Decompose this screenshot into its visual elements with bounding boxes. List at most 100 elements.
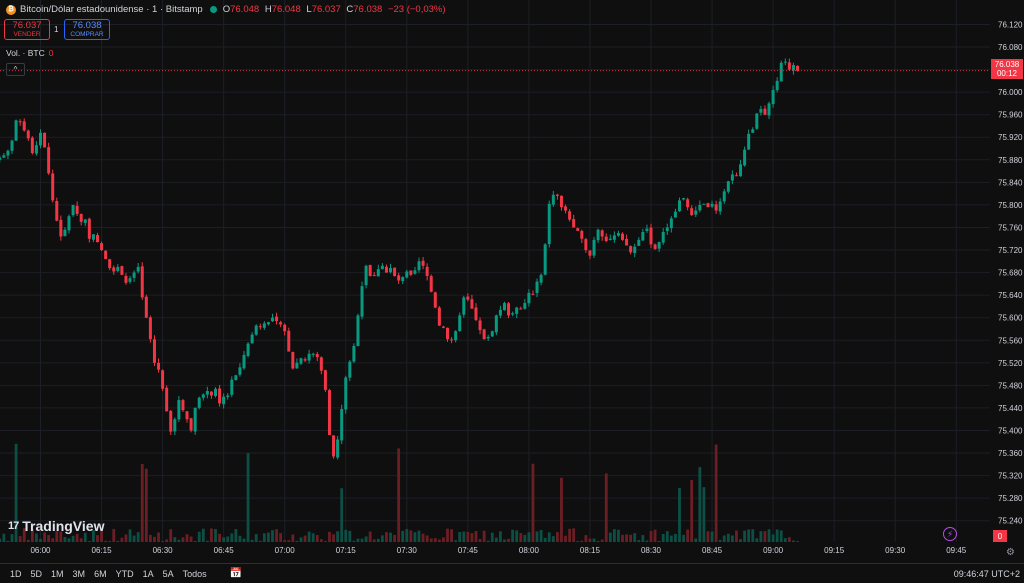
- volume-bar: [287, 540, 291, 542]
- candle-body: [201, 394, 205, 398]
- candle-body: [140, 266, 144, 298]
- price-change: −23 (−0,03%): [387, 4, 446, 15]
- volume-bar: [494, 537, 498, 542]
- time-tick-label: 09:15: [824, 546, 845, 555]
- volume-bar: [116, 540, 120, 542]
- volume-bar: [51, 538, 55, 542]
- volume-bar: [258, 540, 262, 542]
- volume-bar: [409, 530, 413, 542]
- time-tick-label: 06:00: [30, 546, 51, 555]
- symbol-title[interactable]: Bitcoin/Dólar estadounidense · 1 · Bitst…: [20, 4, 203, 15]
- candle-body: [287, 330, 291, 352]
- buy-button[interactable]: 76.038 COMPRAR: [64, 19, 110, 40]
- volume-legend[interactable]: Vol. · BTC 0: [6, 48, 53, 58]
- volume-bar: [210, 528, 213, 542]
- candle-body: [767, 103, 771, 116]
- volume-bar: [279, 533, 283, 542]
- volume-bar: [360, 538, 364, 542]
- range-6m[interactable]: 6M: [94, 568, 107, 579]
- candle-body: [120, 266, 124, 275]
- candle-body: [486, 336, 490, 339]
- volume-bar: [144, 468, 148, 542]
- price-tick-label: 75.840: [998, 178, 1023, 187]
- candle-body: [730, 174, 734, 181]
- market-status-dot-icon[interactable]: [209, 6, 217, 13]
- volume-bar: [592, 538, 596, 542]
- price-tick-label: 75.240: [998, 517, 1023, 526]
- candle-body: [661, 231, 665, 243]
- volume-bar: [380, 535, 384, 542]
- range-3m[interactable]: 3M: [72, 568, 86, 579]
- range-5d[interactable]: 5D: [30, 568, 43, 579]
- timezone-clock[interactable]: 09:46:47 UTC+2: [953, 569, 1020, 579]
- volume-bar: [18, 536, 22, 542]
- range-ytd[interactable]: YTD: [115, 568, 134, 579]
- ohlc-low-value: 76.037: [311, 4, 341, 15]
- volume-bar: [201, 528, 205, 542]
- candle-body: [283, 324, 287, 332]
- candle-body: [478, 320, 482, 331]
- calendar-icon[interactable]: 📅: [229, 568, 243, 579]
- volume-bar: [718, 539, 722, 542]
- ohlc-open-key: O: [222, 4, 231, 15]
- tradingview-logo[interactable]: 17 TradingView: [8, 518, 104, 534]
- candle-body: [315, 353, 319, 358]
- volume-bar: [796, 541, 799, 542]
- candle-body: [458, 315, 462, 331]
- collapse-legend-icon[interactable]: ^: [6, 63, 25, 76]
- candle-body: [34, 145, 38, 154]
- volume-bar: [490, 532, 494, 542]
- candle-body: [466, 296, 470, 300]
- range-5y[interactable]: 5A: [162, 568, 174, 579]
- order-quantity[interactable]: 1: [54, 25, 59, 34]
- candle-body: [152, 339, 156, 363]
- range-1m[interactable]: 1M: [51, 568, 64, 579]
- sell-button[interactable]: 76.037 VENDER: [4, 19, 50, 40]
- candle-body: [796, 65, 800, 71]
- ohlc-close-key: C: [346, 4, 354, 15]
- volume-bar: [205, 540, 209, 542]
- volume-bar: [507, 538, 510, 542]
- time-tick-label: 08:30: [641, 546, 662, 555]
- candle-body: [779, 62, 783, 82]
- lightning-icon[interactable]: ⚡: [943, 527, 957, 541]
- candle-body: [258, 326, 262, 328]
- candle-body: [0, 157, 2, 160]
- volume-bar: [177, 539, 181, 542]
- candle-body: [649, 227, 653, 245]
- volume-bar: [189, 536, 193, 542]
- buy-price: 76.038: [72, 19, 102, 31]
- candle-body: [690, 208, 694, 216]
- candle-body: [279, 322, 283, 325]
- candle-body: [616, 233, 620, 236]
- candle-body: [95, 235, 99, 243]
- price-tick-label: 75.560: [998, 336, 1023, 345]
- price-tick-label: 75.280: [998, 494, 1023, 503]
- gear-icon[interactable]: ⚙: [1006, 547, 1015, 558]
- price-tick-label: 76.000: [998, 88, 1023, 97]
- time-tick-label: 07:30: [397, 546, 418, 555]
- candle-body: [327, 390, 331, 436]
- volume-bar: [2, 533, 6, 542]
- volume-bar: [446, 528, 449, 542]
- range-all[interactable]: Todos: [182, 568, 207, 579]
- candle-body: [55, 201, 59, 221]
- bottom-toolbar: 1D 5D 1M 3M 6M YTD 1A 5A Todos 📅 09:46:4…: [0, 563, 1024, 583]
- volume-bar: [295, 540, 299, 542]
- candle-body: [474, 307, 478, 320]
- price-chart[interactable]: 76.12076.08076.04076.00075.96075.92075.8…: [0, 0, 1024, 563]
- price-tick-label: 75.960: [998, 111, 1023, 120]
- volume-bar: [10, 534, 14, 542]
- candle-body: [665, 227, 669, 232]
- symbol-header[interactable]: ₿ Bitcoin/Dólar estadounidense · 1 · Bit…: [6, 4, 449, 15]
- volume-bar: [96, 535, 99, 542]
- volume-bar: [735, 530, 738, 542]
- volume-bar: [324, 541, 327, 542]
- price-tick-label: 75.320: [998, 472, 1023, 481]
- candle-body: [409, 270, 413, 275]
- volume-bar: [79, 538, 83, 542]
- range-1d[interactable]: 1D: [10, 568, 22, 579]
- candle-body: [393, 267, 397, 276]
- volume-bar: [246, 453, 250, 542]
- range-1y[interactable]: 1A: [142, 568, 154, 579]
